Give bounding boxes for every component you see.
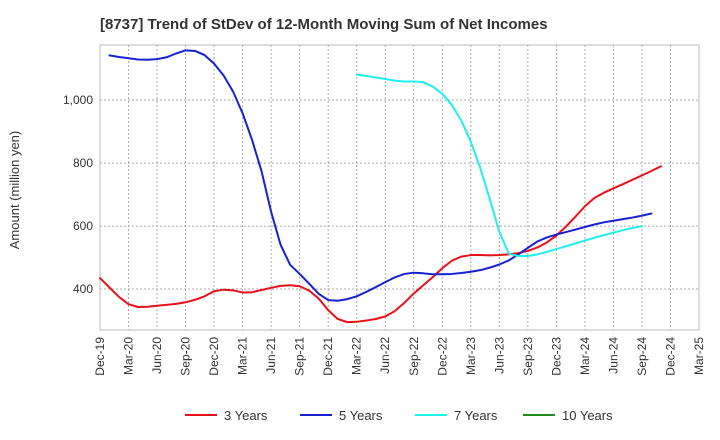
legend-label-4: 10 Years — [562, 408, 613, 423]
x-tick-label: Sep-22 — [407, 337, 421, 376]
legend-label-1: 3 Years — [224, 408, 268, 423]
x-tick-label: Dec-19 — [93, 337, 107, 376]
y-tick-label: 800 — [73, 156, 93, 170]
x-tick-label: Jun-20 — [150, 337, 164, 374]
x-tick-label: Mar-24 — [578, 337, 592, 375]
series-line-2 — [108, 49, 653, 302]
x-tick-label: Dec-20 — [207, 337, 221, 376]
y-tick-label: 400 — [73, 282, 93, 296]
y-tick-label: 600 — [73, 219, 93, 233]
x-tick-label: Jun-24 — [606, 337, 620, 374]
x-tick-label: Jun-23 — [492, 337, 506, 374]
legend: 3 Years 5 Years 7 Years 10 Years — [185, 408, 613, 423]
x-tick-label: Sep-23 — [521, 337, 535, 376]
legend-label-3: 7 Years — [454, 408, 498, 423]
legend-label-2: 5 Years — [339, 408, 383, 423]
x-tick-label: Dec-24 — [663, 337, 677, 376]
grid-layer — [99, 45, 700, 330]
y-axis-title: Amount (million yen) — [7, 131, 22, 250]
series-line-3 — [355, 73, 643, 257]
x-tick-label: Mar-20 — [122, 337, 136, 375]
series-line-1 — [99, 165, 662, 324]
series-layer — [99, 49, 662, 324]
x-tick-label: Mar-22 — [350, 337, 364, 375]
x-tick-label: Jun-22 — [378, 337, 392, 374]
y-tick-labels: 400 600 800 1,000 — [63, 93, 93, 296]
x-tick-label: Dec-21 — [321, 337, 335, 376]
plot-frame — [99, 44, 700, 331]
x-tick-label: Mar-23 — [464, 337, 478, 375]
chart-title: [8737] Trend of StDev of 12-Month Moving… — [100, 16, 548, 33]
x-tick-label: Jun-21 — [264, 337, 278, 374]
x-tick-labels: Dec-19 Mar-20 Jun-20 Sep-20 Dec-20 Mar-21 Jun-… — [93, 337, 706, 376]
x-tick-label: Dec-23 — [549, 337, 563, 376]
x-tick-label: Dec-22 — [435, 337, 449, 376]
x-tick-label: Sep-21 — [293, 337, 307, 376]
x-tick-label: Mar-21 — [236, 337, 250, 375]
x-tick-label: Sep-24 — [635, 337, 649, 376]
x-tick-label: Mar-25 — [692, 337, 706, 375]
x-tick-label: Sep-20 — [179, 337, 193, 376]
y-tick-label: 1,000 — [63, 93, 93, 107]
